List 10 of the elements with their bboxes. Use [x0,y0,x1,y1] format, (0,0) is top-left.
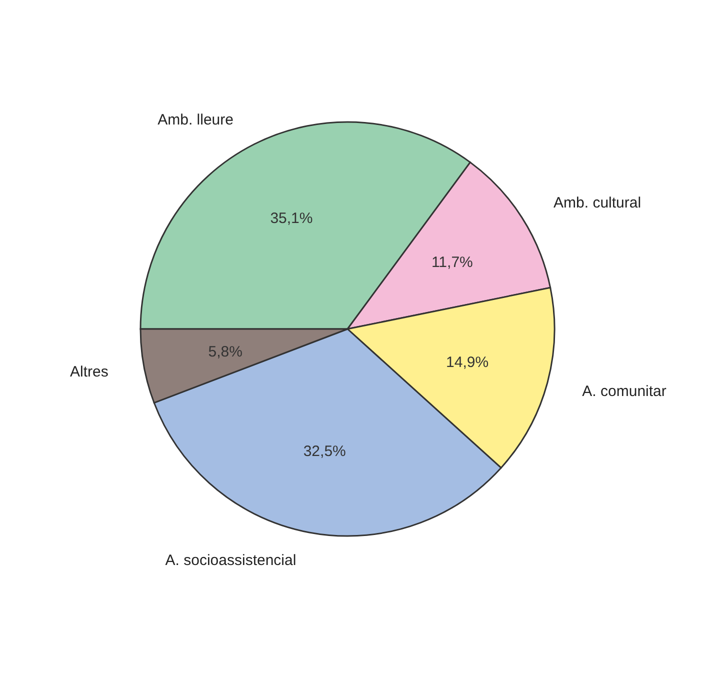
data-label: 14,9% [446,354,489,371]
slice-label: A. comunitar [582,383,666,400]
slice-label: Altres [70,364,108,381]
slice-label: Amb. cultural [554,194,642,212]
data-label: 5,8% [208,344,242,361]
slice-label: A. socioassistencial [165,552,296,569]
data-label: 35,1% [270,210,313,228]
data-label: 32,5% [303,443,346,460]
data-label: 11,7% [431,254,473,272]
slice-label: Amb. lleure [158,111,234,128]
